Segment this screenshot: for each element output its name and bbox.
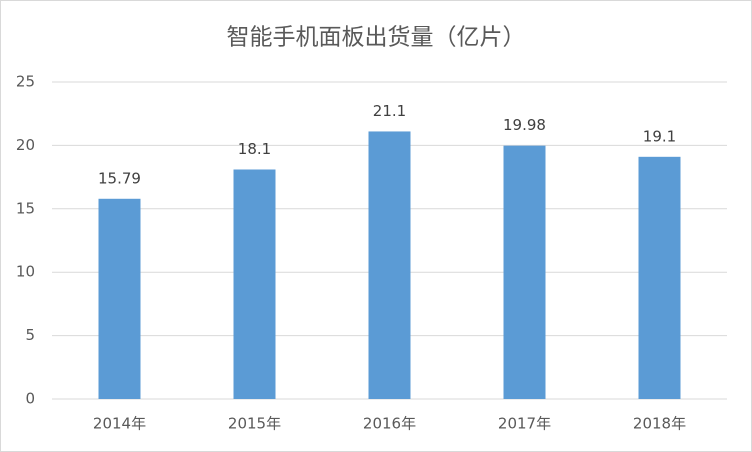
x-tick-label: 2018年 <box>633 415 686 433</box>
y-tick-label: 15 <box>16 199 35 217</box>
y-tick-label: 25 <box>16 73 35 91</box>
x-tick-label: 2015年 <box>228 415 281 433</box>
x-tick-label: 2016年 <box>363 415 416 433</box>
bar <box>638 156 681 399</box>
bar <box>368 131 411 399</box>
x-tick-label: 2014年 <box>93 415 146 433</box>
bar <box>98 198 141 399</box>
data-label: 18.1 <box>238 140 271 158</box>
y-tick-label: 10 <box>16 263 35 281</box>
data-label: 19.98 <box>503 116 546 134</box>
chart-title: 智能手机面板出货量（亿片） <box>227 25 526 51</box>
y-tick-label: 0 <box>25 390 35 408</box>
data-label: 21.1 <box>373 102 406 120</box>
x-tick-label: 2017年 <box>498 415 551 433</box>
data-label: 15.79 <box>98 169 141 187</box>
y-tick-label: 20 <box>16 136 35 154</box>
bar <box>233 169 276 399</box>
data-label: 19.1 <box>643 127 676 145</box>
bar <box>503 145 546 399</box>
y-tick-label: 5 <box>25 326 35 344</box>
